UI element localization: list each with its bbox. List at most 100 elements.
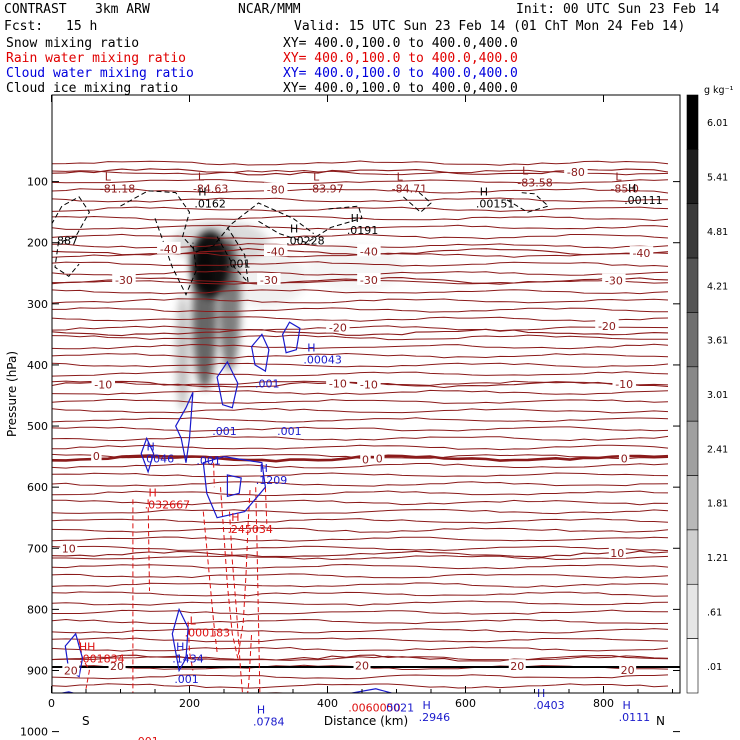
temperature-contour bbox=[52, 508, 669, 515]
temperature-label: 20 bbox=[621, 664, 635, 677]
temperature-label-bg bbox=[326, 376, 350, 389]
cloud-mixing-contour bbox=[58, 691, 76, 693]
temperature-label-bg bbox=[108, 659, 126, 672]
temperature-label-bg bbox=[602, 273, 626, 286]
extremum-marker: H bbox=[198, 186, 206, 199]
snow-shading-blob bbox=[306, 242, 404, 292]
snow-shading-blob bbox=[175, 294, 190, 411]
temperature-label-bg bbox=[264, 182, 288, 195]
temperature-contour bbox=[52, 407, 669, 414]
extremum-marker: H bbox=[260, 462, 268, 475]
extremum-value: .0111 bbox=[619, 711, 651, 724]
temperature-label-bg bbox=[91, 377, 115, 390]
colorbar-tick-label: 6.01 bbox=[707, 118, 728, 129]
temperature-label-bg bbox=[326, 320, 350, 333]
x-tick-label: 0 bbox=[48, 697, 55, 710]
ice-mixing-contour bbox=[258, 205, 363, 244]
temperature-label: 0 bbox=[362, 454, 369, 467]
extremum-marker: L bbox=[198, 170, 205, 183]
y-tick-label: 400 bbox=[27, 359, 48, 372]
extremum-marker: L bbox=[397, 170, 404, 183]
temperature-contour bbox=[52, 499, 669, 506]
extremum-value: .001 bbox=[196, 454, 221, 467]
extremum-value: .0784 bbox=[253, 715, 284, 728]
temperature-contour bbox=[52, 600, 669, 607]
extremum-marker: H bbox=[231, 511, 239, 524]
temperature-label: -10 bbox=[329, 377, 347, 390]
ice-mixing-contour bbox=[52, 196, 90, 277]
y-tick-label: 200 bbox=[27, 237, 48, 250]
temperature-label: -40 bbox=[267, 245, 285, 258]
temperature-label: 20 bbox=[510, 660, 524, 673]
temperature-contour bbox=[52, 307, 669, 313]
y-tick-label: 100 bbox=[27, 176, 48, 189]
temperature-label-bg bbox=[595, 318, 619, 331]
rain-mixing-contour bbox=[213, 462, 215, 488]
fcst-label: Fcst: bbox=[4, 19, 44, 34]
snow-shading-blob bbox=[192, 242, 218, 390]
temperature-contour bbox=[52, 233, 669, 240]
temperature-contour bbox=[52, 289, 669, 295]
extremum-marker: H bbox=[351, 212, 359, 225]
extremum-value: .0191 bbox=[347, 224, 379, 237]
temperature-label: -20 bbox=[329, 322, 347, 335]
temperature-contour bbox=[52, 527, 669, 533]
colorbar-tick-label: 1.81 bbox=[707, 499, 728, 510]
plot-frame bbox=[51, 94, 681, 694]
temperature-contour bbox=[52, 197, 669, 203]
temperature-contour bbox=[52, 730, 668, 734]
x-tick-label: 200 bbox=[179, 697, 200, 710]
temperature-label: -40 bbox=[160, 243, 178, 256]
colorbar-swatch bbox=[686, 583, 699, 639]
legend-entry: Snow mixing ratio bbox=[6, 36, 140, 51]
extremum-value: .001 bbox=[134, 735, 159, 740]
extremum-value: -84.63 bbox=[193, 182, 228, 195]
rain-mixing-contour bbox=[264, 487, 268, 524]
temperature-contour bbox=[52, 389, 669, 396]
temperature-label: -10 bbox=[360, 378, 378, 391]
colorbar-swatch bbox=[686, 475, 699, 531]
temperature-contour bbox=[52, 444, 669, 451]
temperature-label-bg bbox=[619, 662, 637, 675]
temperature-label: 10 bbox=[62, 542, 76, 555]
temperature-contour bbox=[52, 261, 669, 267]
x-axis-end-south: S bbox=[82, 714, 90, 728]
temperature-label-bg bbox=[112, 272, 136, 285]
extremum-value: .0403 bbox=[533, 699, 565, 712]
extremum-value: .032667 bbox=[145, 498, 191, 511]
temperature-label-bg bbox=[257, 272, 281, 285]
temperature-contour bbox=[52, 435, 669, 442]
temperature-contour bbox=[52, 343, 669, 350]
temperature-contour bbox=[52, 188, 669, 194]
extremum-value: .001 bbox=[226, 258, 251, 271]
temperature-contour bbox=[52, 463, 669, 469]
extremum-marker: H bbox=[257, 703, 265, 716]
temperature-contour bbox=[52, 646, 669, 652]
temperature-contour bbox=[52, 628, 669, 634]
temperature-contour bbox=[52, 591, 669, 597]
temperature-contour bbox=[52, 325, 669, 332]
y-tick-label: 600 bbox=[27, 481, 48, 494]
rain-mixing-contour bbox=[229, 511, 253, 693]
extremum-value: -84.71 bbox=[392, 182, 427, 195]
temperature-contour bbox=[52, 362, 669, 368]
x-tick-label: 800 bbox=[593, 697, 614, 710]
extremum-marker: H bbox=[422, 699, 430, 712]
y-axis-title: Pressure (hPa) bbox=[5, 351, 19, 437]
temperature-contour-0 bbox=[52, 454, 669, 463]
temperature-contour bbox=[52, 352, 669, 359]
temperature-label-bg bbox=[374, 451, 385, 464]
temperature-label: 0 bbox=[621, 452, 628, 465]
temperature-label-bg bbox=[629, 246, 654, 259]
colorbar-swatch bbox=[686, 203, 699, 259]
extremum-marker: H bbox=[623, 699, 631, 712]
colorbar-tick-label: 2.41 bbox=[707, 444, 728, 455]
extremum-marker: L bbox=[313, 170, 320, 183]
temperature-contour bbox=[52, 371, 669, 377]
cloud-mixing-contour bbox=[175, 392, 194, 463]
temperature-label: -30 bbox=[605, 275, 623, 288]
colorbar-unit: g kg⁻¹ bbox=[704, 85, 734, 96]
legend-xy: XY= 400.0,100.0 to 400.0,400.0 bbox=[283, 81, 518, 96]
cloud-mixing-contour bbox=[348, 688, 394, 693]
